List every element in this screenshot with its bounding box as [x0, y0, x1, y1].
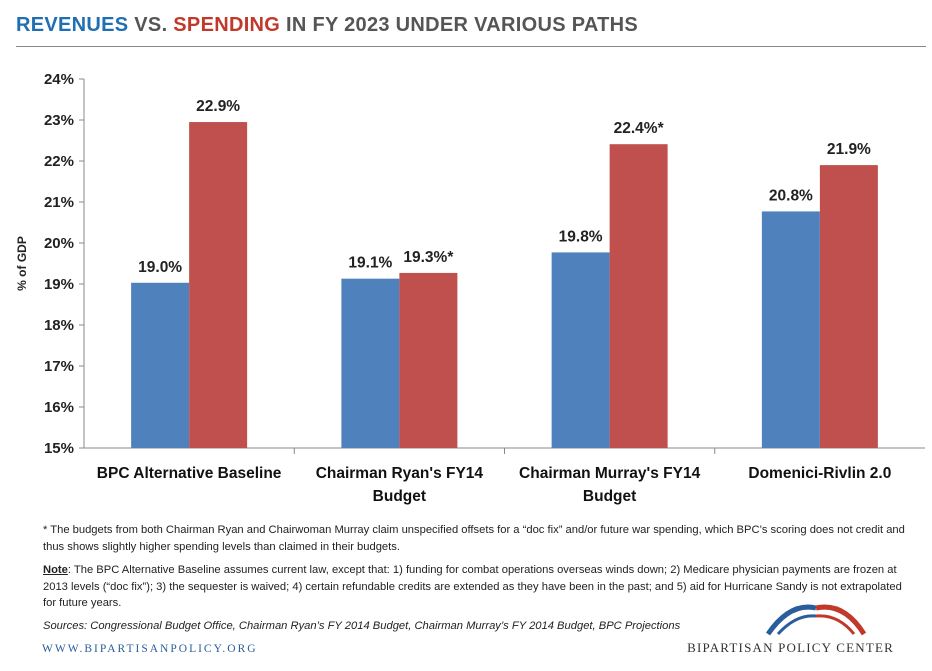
- category-label: Domenici-Rivlin 2.0: [748, 465, 891, 482]
- y-axis-label: % of GDP: [15, 236, 29, 291]
- data-label: 19.3%*: [403, 249, 454, 266]
- title-spending: SPENDING: [173, 14, 281, 36]
- data-label: 22.4%*: [614, 120, 665, 137]
- note-text: : The BPC Alternative Baseline assumes c…: [43, 564, 902, 609]
- title-divider: [16, 46, 926, 47]
- data-label: 19.8%: [559, 228, 603, 245]
- bar: [399, 272, 458, 448]
- category-label: Budget: [583, 488, 636, 505]
- y-tick-label: 17%: [44, 358, 74, 375]
- website-link[interactable]: WWW.BIPARTISANPOLICY.ORG: [42, 643, 258, 655]
- bar: [819, 165, 878, 448]
- chart-title: REVENUES VS. SPENDING IN FY 2023 UNDER V…: [16, 14, 638, 37]
- y-tick-label: 15%: [44, 440, 74, 457]
- data-label: 22.9%: [196, 98, 240, 115]
- sources-line: Sources: Congressional Budget Office, Ch…: [43, 620, 681, 632]
- bpc-logo-arch-icon: [765, 604, 867, 636]
- org-name: BIPARTISAN POLICY CENTER: [687, 640, 894, 655]
- title-rest: IN FY 2023 UNDER VARIOUS PATHS: [280, 14, 639, 36]
- y-tick-label: 22%: [44, 153, 74, 170]
- bar: [189, 122, 248, 449]
- bar: [341, 278, 400, 448]
- y-tick-label: 20%: [44, 235, 74, 252]
- bar: [761, 211, 820, 448]
- bar: [609, 144, 668, 448]
- y-tick-label: 18%: [44, 317, 74, 334]
- data-label: 21.9%: [827, 141, 871, 158]
- data-label: 19.0%: [138, 259, 182, 276]
- title-revenues: REVENUES: [16, 14, 129, 36]
- category-label: Chairman Murray's FY14: [519, 465, 701, 482]
- data-label: 20.8%: [769, 187, 813, 204]
- asterisk-footnote: * The budgets from both Chairman Ryan an…: [43, 524, 905, 553]
- data-label: 19.1%: [348, 255, 392, 272]
- category-label: Budget: [373, 488, 426, 505]
- baseline-note: Note: The BPC Alternative Baseline assum…: [43, 562, 913, 612]
- bar: [131, 282, 190, 448]
- y-tick-label: 23%: [44, 112, 74, 129]
- y-tick-label: 19%: [44, 276, 74, 293]
- y-tick-label: 21%: [44, 194, 74, 211]
- category-label: BPC Alternative Baseline: [97, 465, 282, 482]
- y-tick-label: 24%: [44, 71, 74, 88]
- category-label: Chairman Ryan's FY14: [316, 465, 484, 482]
- bar: [551, 252, 610, 448]
- note-label: Note: [43, 564, 68, 576]
- title-vs: VS.: [128, 14, 174, 36]
- y-tick-label: 16%: [44, 399, 74, 416]
- bar-chart: 15% 16% 17% 18% 19% 20% 21% 22% 23% 24% % of GDP 19…: [15, 71, 925, 505]
